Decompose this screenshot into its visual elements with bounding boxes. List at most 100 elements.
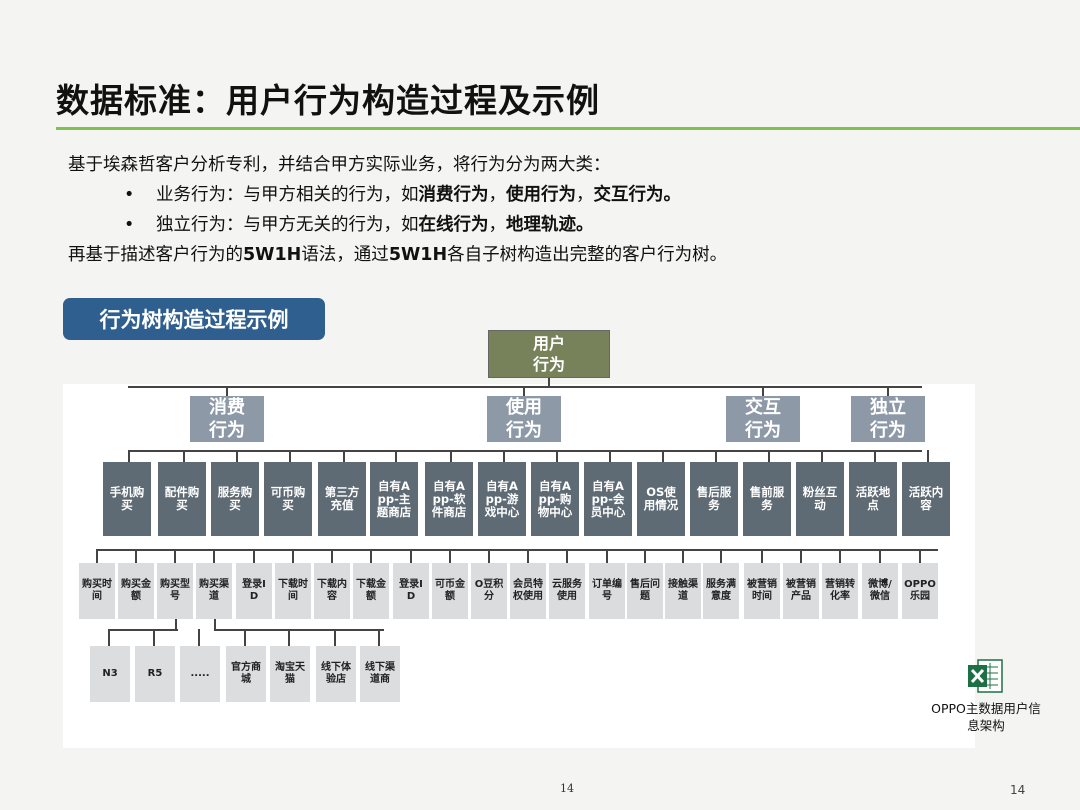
connector-line xyxy=(213,549,215,563)
connector-line xyxy=(244,629,246,646)
intro-line-4: 再基于描述客户行为的5W1H语法，通过5W1H各自子树构造出完整的客户行为树。 xyxy=(68,240,1068,270)
attribute-node: OPPO乐园 xyxy=(902,563,938,619)
subcategory-node: OS使用情况 xyxy=(637,462,685,536)
category-node: 消费行为 xyxy=(190,396,264,442)
attribute-node: 云服务使用 xyxy=(549,563,585,619)
attribute-node: 下载金额 xyxy=(353,563,389,619)
attribute-node: 会员特权使用 xyxy=(510,563,546,619)
subcategory-node: 服务购买 xyxy=(211,462,259,536)
connector-line xyxy=(720,549,722,563)
connector-line xyxy=(879,549,881,563)
attribute-node: 被营销时间 xyxy=(744,563,780,619)
connector-line xyxy=(183,450,185,462)
line-4-prefix: 再基于描述客户行为的 xyxy=(68,245,243,265)
subcategory-node: 自有App-会员中心 xyxy=(584,462,632,536)
attribute-node: 购买时间 xyxy=(79,563,115,619)
attribute-node: 购买型号 xyxy=(157,563,193,619)
category-node: 使用行为 xyxy=(487,396,561,442)
subcategory-node: 售后服务 xyxy=(690,462,738,536)
connector-line xyxy=(370,549,372,563)
subcategory-node: 手机购买 xyxy=(103,462,151,536)
connector-line xyxy=(548,378,550,388)
subcategory-node: 自有App-主题商店 xyxy=(370,462,418,536)
connector-line xyxy=(874,450,876,462)
connector-line xyxy=(839,549,841,563)
connector-line xyxy=(108,629,110,646)
connector-line xyxy=(450,450,452,462)
subcategory-node: 自有App-游戏中心 xyxy=(478,462,526,536)
connector-line xyxy=(449,549,451,563)
connector-line xyxy=(488,549,490,563)
connector-line xyxy=(253,549,255,563)
connector-line xyxy=(289,450,291,462)
subcategory-node: 第三方充值 xyxy=(318,462,366,536)
subcategory-node: 自有App-软件商店 xyxy=(425,462,473,536)
bullet-1-sep-1: ， xyxy=(488,185,507,205)
excel-file-icon[interactable] xyxy=(968,659,1004,693)
connector-line xyxy=(800,549,802,563)
bullet-2-bold-1: 在线行为 xyxy=(418,215,489,235)
attribute-node: 下载内容 xyxy=(314,563,350,619)
detail-node: 淘宝天猫 xyxy=(270,646,310,702)
intro-bullet-1: • 业务行为：与甲方相关的行为，如消费行为，使用行为，交互行为。 xyxy=(68,180,1068,210)
detail-node: 官方商城 xyxy=(226,646,266,702)
detail-node: ..... xyxy=(180,646,220,702)
attribute-node: 可币金额 xyxy=(432,563,468,619)
slide-title: 数据标准：用户行为构造过程及示例 xyxy=(56,81,600,120)
connector-line xyxy=(128,450,922,452)
subcategory-node: 自有App-购物中心 xyxy=(531,462,579,536)
line-4-mid: 语法，通过 xyxy=(301,245,389,265)
connector-line xyxy=(198,629,200,646)
connector-line xyxy=(98,549,938,551)
connector-line xyxy=(761,549,763,563)
example-section-tag: 行为树构造过程示例 xyxy=(63,298,325,340)
connector-line xyxy=(214,629,384,631)
bullet-1-bold-2: 使用行为 xyxy=(506,185,576,205)
intro-text: 基于埃森哲客户分析专利，并结合甲方实际业务，将行为分为两大类： • 业务行为：与甲… xyxy=(68,150,1068,270)
bullet-2-prefix: 独立行为：与甲方无关的行为，如 xyxy=(156,215,419,235)
connector-line xyxy=(556,450,558,462)
connector-line xyxy=(174,549,176,563)
connector-line xyxy=(927,450,929,462)
connector-line xyxy=(609,450,611,462)
attribute-node: 订单编号 xyxy=(589,563,625,619)
connector-line xyxy=(715,450,717,462)
line-4-bold-2: 5W1H xyxy=(388,245,448,265)
bullet-1-prefix: 业务行为：与甲方相关的行为，如 xyxy=(156,185,419,205)
attribute-node: 购买渠道 xyxy=(196,563,232,619)
detail-node: N3 xyxy=(90,646,130,702)
connector-line xyxy=(292,549,294,563)
connector-line xyxy=(153,629,155,646)
attribute-node: 登录ID xyxy=(236,563,272,619)
attribute-node: O豆积分 xyxy=(471,563,507,619)
attribute-node: 微博/微信 xyxy=(862,563,898,619)
connector-line xyxy=(887,386,889,396)
subcategory-node: 粉丝互动 xyxy=(796,462,844,536)
subcategory-node: 配件购买 xyxy=(158,462,206,536)
connector-line xyxy=(821,450,823,462)
subcategory-node: 可币购买 xyxy=(264,462,312,536)
detail-node: 线下渠道商 xyxy=(360,646,400,702)
bullet-1-bold-3: 交互行为。 xyxy=(593,185,682,205)
attachment-label[interactable]: OPPO主数据用户信息架构 xyxy=(931,701,1041,733)
connector-line xyxy=(768,450,770,462)
connector-line xyxy=(662,450,664,462)
connector-line xyxy=(135,549,137,563)
bullet-2-sep: ， xyxy=(488,215,507,235)
intro-bullet-2: • 独立行为：与甲方无关的行为，如在线行为，地理轨迹。 xyxy=(68,210,1068,240)
connector-line xyxy=(410,549,412,563)
bullet-dot: • xyxy=(124,185,135,205)
connector-line xyxy=(682,549,684,563)
slide-number: 14 xyxy=(1010,783,1026,797)
bullet-2-bold-2: 地理轨迹。 xyxy=(506,215,594,235)
connector-line xyxy=(527,549,529,563)
line-4-bold-1: 5W1H xyxy=(243,245,302,265)
connector-line xyxy=(128,386,922,388)
attribute-node: 被营销产品 xyxy=(783,563,819,619)
detail-node: 线下体验店 xyxy=(316,646,356,702)
connector-line xyxy=(331,549,333,563)
attribute-node: 服务满意度 xyxy=(703,563,739,619)
connector-line xyxy=(343,450,345,462)
connector-line xyxy=(128,450,130,462)
